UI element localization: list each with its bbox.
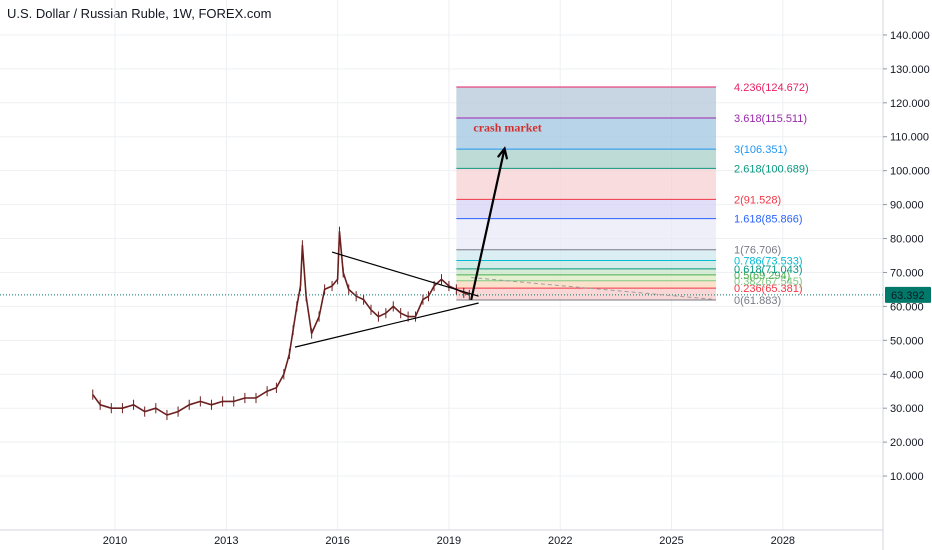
y-tick-label: 40.000 [890, 369, 924, 381]
annotations: crash market [473, 121, 541, 135]
fib-lines: 0(61.883)0.236(65.381)0.382(67.545)0.5(6… [456, 82, 809, 307]
y-tick-label: 10.000 [890, 471, 924, 483]
fib-level-label: 0.786(73.533) [734, 255, 803, 267]
projection-arrow [470, 146, 508, 301]
chart-title: U.S. Dollar / Russian Ruble, 1W, FOREX.c… [7, 6, 272, 21]
fib-zone [456, 149, 717, 169]
price-line [92, 230, 470, 416]
projection-arrow-shaft [470, 148, 506, 301]
fib-level-label: 0.236(65.381) [734, 283, 803, 295]
x-tick-label: 2028 [771, 535, 795, 547]
fib-level-label: 2(91.528) [734, 194, 781, 206]
x-tick-label: 2025 [659, 535, 683, 547]
y-tick-label: 80.000 [890, 234, 924, 246]
current-price-label: 63.392 [891, 290, 925, 302]
y-tick-label: 50.000 [890, 335, 924, 347]
y-tick-label: 130.000 [890, 64, 930, 76]
fib-zone [456, 118, 717, 150]
triangle-upper-line [331, 251, 479, 297]
x-tick-label: 2010 [103, 535, 127, 547]
x-tick-label: 2016 [325, 535, 349, 547]
grid [0, 0, 883, 530]
fib-zone [456, 268, 717, 275]
x-tick-label: 2013 [214, 535, 238, 547]
fib-level-label: 1.618(85.866) [734, 214, 803, 226]
x-tick-label: 2019 [437, 535, 461, 547]
fib-zone [456, 218, 717, 250]
y-tick-label: 70.000 [890, 267, 924, 279]
y-tick-label: 120.000 [890, 98, 930, 110]
fib-zone [456, 260, 717, 269]
fib-zone [456, 199, 717, 219]
y-tick-label: 90.000 [890, 200, 924, 212]
fib-level-label: 0.5(69.294) [734, 270, 790, 282]
y-tick-label: 20.000 [890, 437, 924, 449]
trendlines [294, 251, 717, 348]
time-axis: 2010 2013 2016 2019 2022 2025 2028 [103, 535, 795, 547]
fib-level-label: 1(76.706) [734, 245, 781, 257]
y-tick-label: 100.000 [890, 166, 930, 178]
crash-market-annotation: crash market [473, 121, 541, 135]
fib-zones [456, 86, 717, 301]
fib-zone [456, 249, 717, 261]
fib-level-label: 3(106.351) [734, 144, 787, 156]
triangle-lower-line [294, 302, 479, 348]
current-price-badge [885, 286, 931, 303]
fib-level-label: 4.236(124.672) [734, 82, 809, 94]
y-tick-label: 140.000 [890, 30, 930, 42]
y-tick-label: 110.000 [890, 132, 929, 144]
fib-zone [456, 280, 717, 289]
fib-zone [456, 86, 717, 119]
fib-zone [456, 288, 717, 301]
fib-level-label: 2.618(100.689) [734, 163, 809, 175]
fib-level-label: 0.618(71.043) [734, 264, 803, 276]
x-tick-label: 2022 [548, 535, 572, 547]
projection-arrow-head [497, 146, 508, 160]
triangle-extension-line [471, 277, 717, 301]
y-tick-label: 60.000 [890, 301, 924, 313]
y-tick-label: 30.000 [890, 403, 924, 415]
fib-level-label: 0.382(67.545) [734, 276, 803, 288]
price-axis: 10.000 20.000 30.000 40.000 50.000 60.000 70.0… [883, 30, 931, 483]
fib-level-label: 0(61.883) [734, 295, 781, 307]
fib-level-label: 3.618(115.511) [734, 113, 807, 125]
fib-zone [456, 274, 717, 281]
